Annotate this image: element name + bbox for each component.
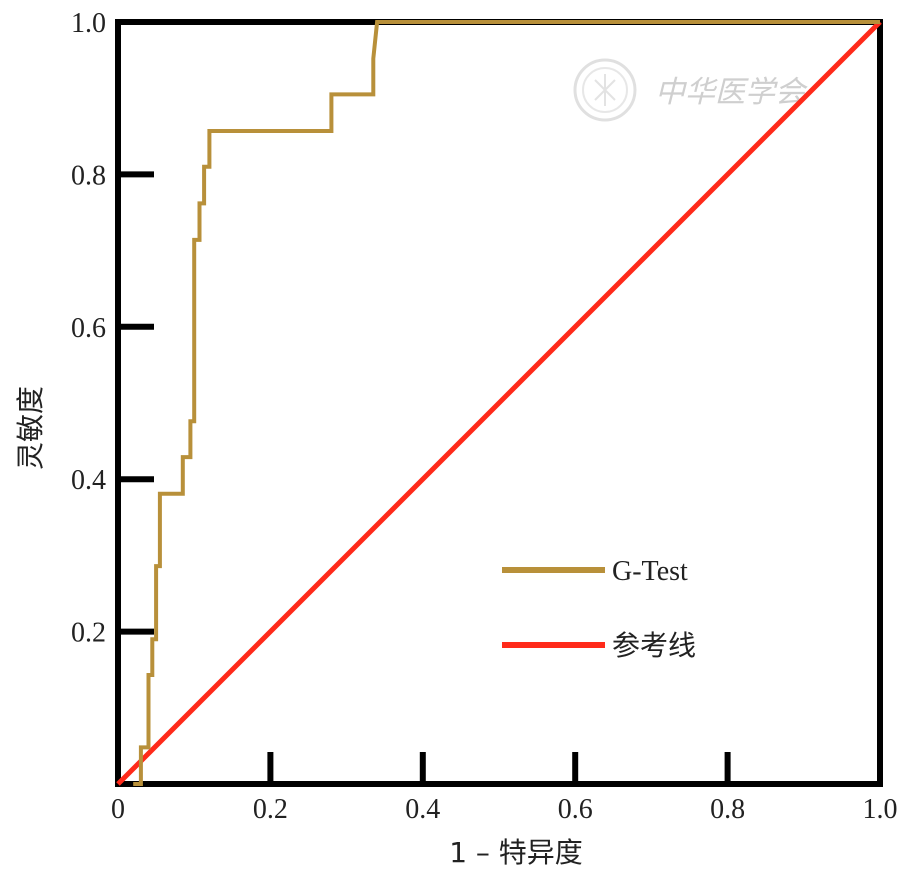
y-axis: 0.2 0.4 0.6 0.8 1.0 [71,8,154,649]
x-tick-label: 1.0 [863,794,898,825]
x-tick-label: 0.6 [558,794,593,825]
legend-label-reference: 参考线 [612,629,696,662]
y-tick-label: 0.2 [71,618,106,649]
x-tick-label: 0.2 [253,794,288,825]
legend-label-g-test: G-Test [612,556,688,587]
series-line-reference [116,20,882,786]
watermark-seal-icon [573,58,637,122]
x-tick-label: 0 [111,794,125,825]
y-tick-label: 0.4 [71,465,106,496]
y-tick-label: 1.0 [71,8,106,39]
series-layer [116,20,882,786]
watermark-text: 中华医学会 [655,75,808,110]
watermark: 中华医学会 [573,58,808,122]
x-tick-label: 0.4 [405,794,440,825]
legend: G-Test 参考线 [502,556,696,662]
y-tick-label: 0.6 [71,313,106,344]
y-tick-label: 0.8 [71,160,106,191]
series-line-g-test [133,20,880,786]
x-axis: 0 0.2 0.4 0.6 0.8 1.0 [111,752,898,825]
x-tick-label: 0.8 [710,794,745,825]
y-axis-title: 灵敏度 [14,386,47,470]
x-axis-title: 1 – 特异度 [449,836,583,869]
